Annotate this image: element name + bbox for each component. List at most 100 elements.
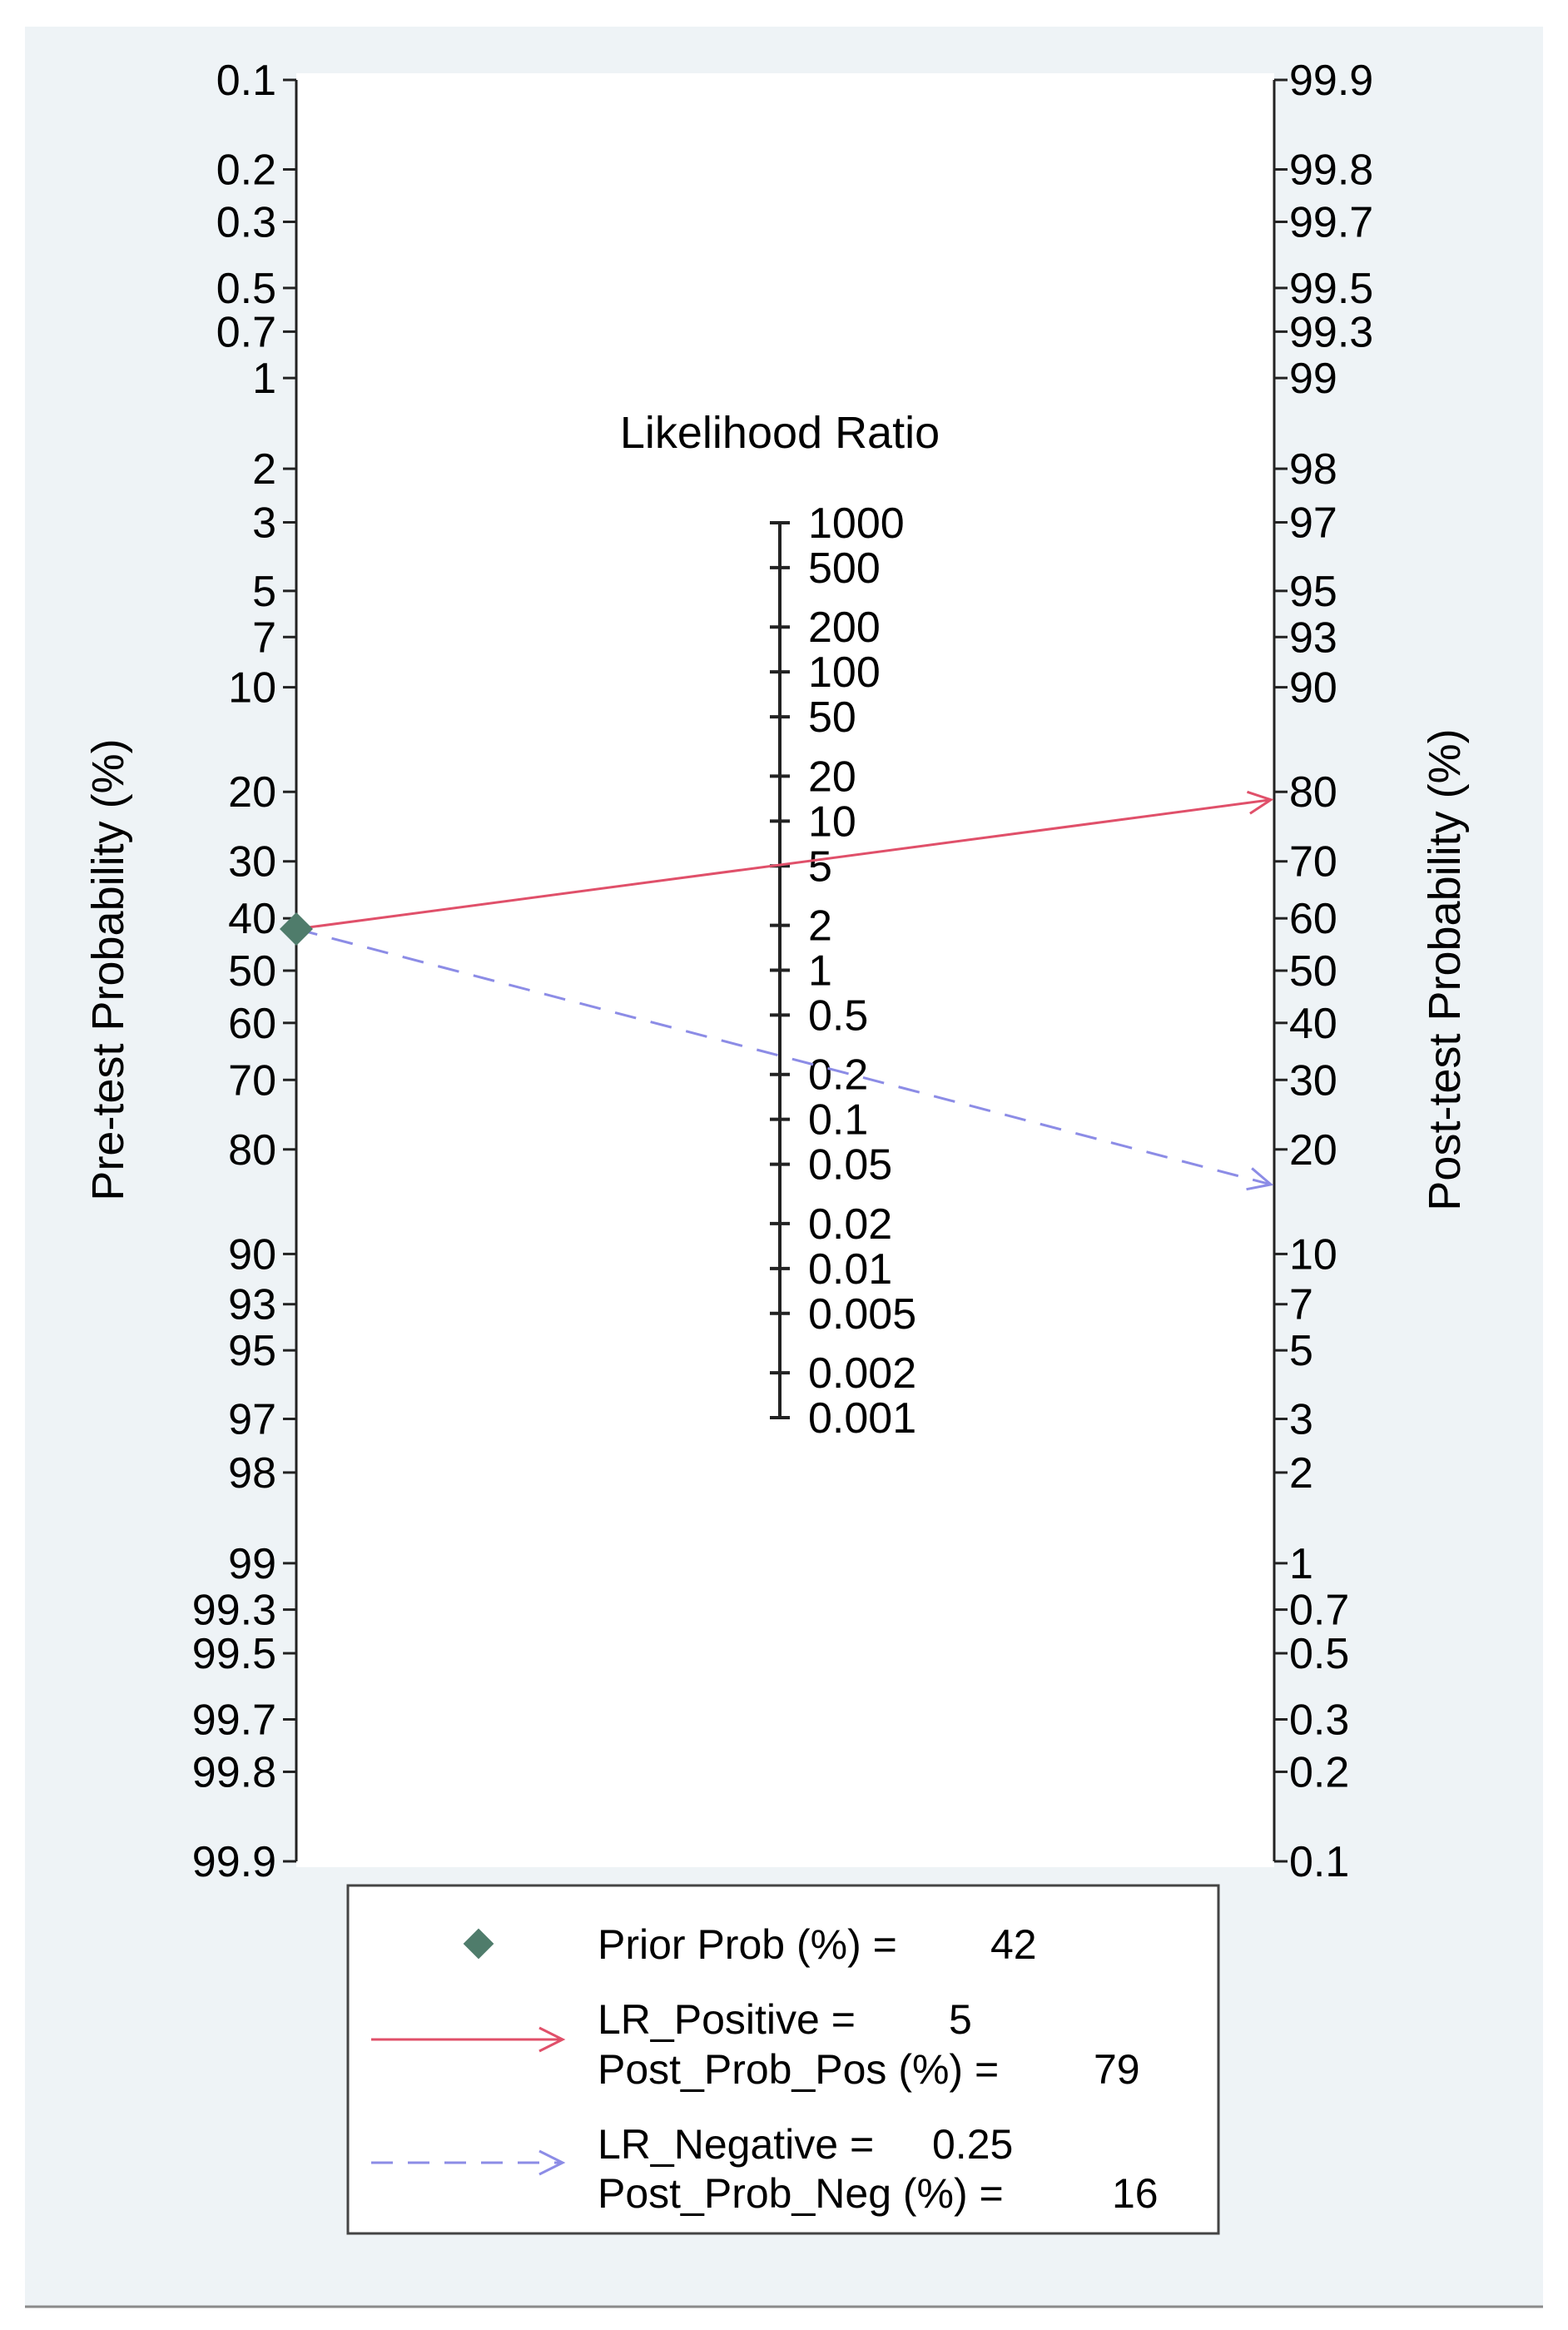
legend-prior-value: 42 xyxy=(990,1921,1037,1968)
pre-test-tick-label: 0.7 xyxy=(216,308,276,356)
legend-prior-marker xyxy=(463,1928,494,1960)
post-test-tick-label: 99.9 xyxy=(1289,57,1373,105)
legend-lr-positive-label: LR_Positive = xyxy=(598,1996,856,2043)
post-test-tick-label: 7 xyxy=(1289,1281,1313,1329)
likelihood-ratio-tick-label: 50 xyxy=(808,693,856,742)
pre-test-tick-label: 0.1 xyxy=(216,57,276,105)
likelihood-ratio-tick-label: 0.2 xyxy=(808,1051,868,1100)
post-test-tick-label: 60 xyxy=(1289,895,1337,943)
pre-test-tick-label: 7 xyxy=(252,614,276,662)
post-test-tick-label: 0.2 xyxy=(1289,1748,1349,1796)
series-arrowhead-lr-negative xyxy=(1246,1167,1274,1191)
legend-prior-label: Prior Prob (%) = xyxy=(598,1921,897,1968)
post-test-tick-label: 99.8 xyxy=(1289,147,1373,195)
post-test-axis: 99.999.899.799.599.399989795939080706050… xyxy=(1273,57,1373,1886)
likelihood-ratio-tick-label: 0.01 xyxy=(808,1245,892,1294)
legend-lr-negative-arrowhead xyxy=(538,2149,566,2176)
pre-test-tick-label: 95 xyxy=(228,1327,276,1375)
pre-test-tick-label: 99.9 xyxy=(192,1838,276,1886)
pre-test-tick-label: 20 xyxy=(228,768,276,817)
pre-test-tick-label: 99.3 xyxy=(192,1587,276,1635)
post-test-tick-label: 98 xyxy=(1289,445,1337,494)
legend-post-prob-neg-label: Post_Prob_Neg (%) = xyxy=(598,2170,1004,2217)
pre-test-tick-label: 70 xyxy=(228,1056,276,1105)
post-test-tick-label: 0.5 xyxy=(1289,1630,1349,1678)
series-line-lr-positive xyxy=(295,798,1272,931)
likelihood-ratio-tick-label: 0.05 xyxy=(808,1141,892,1190)
post-test-axis-title: Post-test Probability (%) xyxy=(1420,728,1470,1210)
pre-test-tick-label: 98 xyxy=(228,1449,276,1498)
series-arrowhead-lr-positive xyxy=(1247,790,1274,815)
pre-test-tick-label: 93 xyxy=(228,1281,276,1329)
pre-test-tick-label: 10 xyxy=(228,664,276,713)
pre-test-tick-label: 5 xyxy=(252,568,276,616)
post-test-tick-label: 0.3 xyxy=(1289,1696,1349,1744)
legend-lr-negative-value: 0.25 xyxy=(932,2121,1013,2168)
likelihood-ratio-tick-label: 500 xyxy=(808,544,881,593)
pre-test-tick-label: 0.5 xyxy=(216,265,276,313)
legend-lr-positive-arrowhead xyxy=(538,2026,566,2053)
pre-test-axis-title: Pre-test Probability (%) xyxy=(83,738,133,1200)
likelihood-ratio-tick-label: 100 xyxy=(808,648,881,697)
likelihood-ratio-tick-label: 200 xyxy=(808,604,881,652)
pre-test-tick-label: 50 xyxy=(228,947,276,996)
likelihood-ratio-tick-label: 10 xyxy=(808,797,856,846)
post-test-tick-label: 80 xyxy=(1289,768,1337,817)
likelihood-ratio-axis: 10005002001005020105210.50.20.10.050.020… xyxy=(770,499,916,1443)
pre-test-tick-label: 0.2 xyxy=(216,147,276,195)
pre-test-tick-label: 99.5 xyxy=(192,1630,276,1678)
likelihood-ratio-title: Likelihood Ratio xyxy=(620,408,940,458)
pre-test-tick-label: 3 xyxy=(252,499,276,547)
post-test-tick-label: 93 xyxy=(1289,614,1337,662)
legend-lr-positive-value: 5 xyxy=(949,1996,972,2043)
post-test-tick-label: 2 xyxy=(1289,1449,1313,1498)
post-test-tick-label: 20 xyxy=(1289,1126,1337,1175)
pre-test-tick-label: 40 xyxy=(228,895,276,943)
pre-test-tick-label: 99 xyxy=(228,1540,276,1588)
pre-test-tick-label: 2 xyxy=(252,445,276,494)
series-line-lr-negative xyxy=(295,927,1272,1186)
likelihood-ratio-tick-label: 1000 xyxy=(808,499,905,548)
likelihood-ratio-tick-label: 0.5 xyxy=(808,991,868,1040)
legend-post-prob-pos-value: 79 xyxy=(1094,2046,1140,2093)
likelihood-ratio-tick-label: 1 xyxy=(808,947,832,996)
post-test-tick-label: 40 xyxy=(1289,1000,1337,1048)
likelihood-ratio-tick-label: 0.1 xyxy=(808,1096,868,1145)
post-test-tick-label: 1 xyxy=(1289,1540,1313,1588)
prior-probability-marker xyxy=(280,912,313,946)
pre-test-tick-label: 30 xyxy=(228,838,276,887)
post-test-tick-label: 5 xyxy=(1289,1327,1313,1375)
post-test-tick-label: 0.1 xyxy=(1289,1838,1349,1886)
likelihood-ratio-tick-label: 0.001 xyxy=(808,1394,916,1443)
post-test-tick-label: 99.7 xyxy=(1289,199,1373,247)
pre-test-tick-label: 60 xyxy=(228,1000,276,1048)
pre-test-tick-label: 90 xyxy=(228,1230,276,1279)
pre-test-tick-label: 99.8 xyxy=(192,1748,276,1796)
post-test-tick-label: 99.3 xyxy=(1289,308,1373,356)
post-test-tick-label: 10 xyxy=(1289,1230,1337,1279)
legend-lr-negative-label: LR_Negative = xyxy=(598,2121,874,2168)
legend-post-prob-pos-label: Post_Prob_Pos (%) = xyxy=(598,2046,999,2093)
post-test-tick-label: 99 xyxy=(1289,355,1337,403)
likelihood-ratio-tick-label: 2 xyxy=(808,902,832,951)
likelihood-ratio-tick-label: 5 xyxy=(808,842,832,891)
post-test-tick-label: 0.7 xyxy=(1289,1587,1349,1635)
legend-post-prob-neg-value: 16 xyxy=(1112,2170,1159,2217)
pre-test-tick-label: 99.7 xyxy=(192,1696,276,1744)
pre-test-tick-label: 0.3 xyxy=(216,199,276,247)
post-test-tick-label: 95 xyxy=(1289,568,1337,616)
post-test-tick-label: 50 xyxy=(1289,947,1337,996)
post-test-tick-label: 90 xyxy=(1289,664,1337,713)
post-test-tick-label: 97 xyxy=(1289,499,1337,547)
series-lines xyxy=(280,790,1274,1191)
likelihood-ratio-tick-label: 0.002 xyxy=(808,1349,916,1398)
post-test-tick-label: 99.5 xyxy=(1289,265,1373,313)
likelihood-ratio-tick-label: 0.02 xyxy=(808,1200,892,1249)
pre-test-tick-label: 80 xyxy=(228,1126,276,1175)
post-test-tick-label: 30 xyxy=(1289,1056,1337,1105)
post-test-tick-label: 70 xyxy=(1289,838,1337,887)
likelihood-ratio-tick-label: 0.005 xyxy=(808,1290,916,1339)
